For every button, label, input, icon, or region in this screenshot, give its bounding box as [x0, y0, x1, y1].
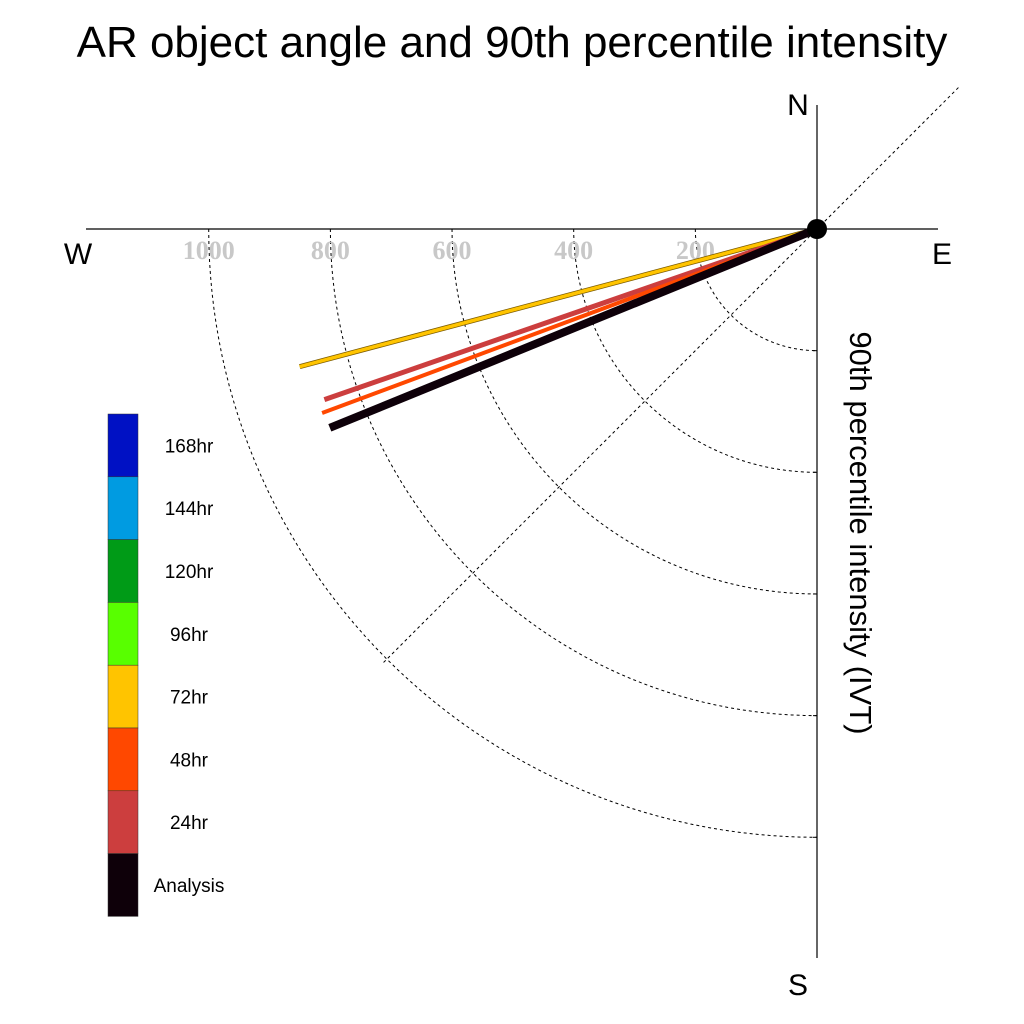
legend-label: 144hr	[165, 499, 214, 520]
legend-label: Analysis	[154, 876, 225, 897]
vector-analysis	[328, 225, 819, 432]
chart-title: AR object angle and 90th percentile inte…	[77, 18, 948, 67]
legend-label: 24hr	[170, 813, 209, 834]
compass-east: E	[932, 238, 952, 271]
legend-swatch	[107, 790, 139, 854]
y-axis-label: 90th percentile intensity (IVT)	[843, 331, 878, 734]
compass-south: S	[788, 969, 808, 1002]
radial-tick-label: 1000	[183, 236, 235, 265]
legend-swatch	[107, 664, 139, 729]
range-ring	[573, 228, 818, 473]
compass-west: W	[64, 238, 93, 271]
legend-swatch	[107, 602, 139, 666]
legend-swatch	[107, 476, 139, 540]
legend-swatch	[107, 413, 139, 478]
legend-label: 48hr	[170, 750, 209, 771]
legend: 168hr 144hr 120hr 96hr 72hr 48hr 24hr Analysis	[107, 413, 225, 917]
origin-marker	[807, 219, 827, 239]
diagonal-guide	[381, 87, 959, 665]
legend-swatch	[107, 727, 139, 792]
legend-label: 72hr	[170, 688, 209, 709]
radial-tick-label: 800	[311, 236, 350, 265]
radial-tick-label: 600	[433, 236, 472, 265]
legend-label: 120hr	[165, 562, 214, 583]
legend-swatch	[107, 539, 139, 603]
legend-swatch	[107, 853, 139, 917]
radial-tick-label: 400	[554, 236, 593, 265]
vectors	[299, 225, 819, 432]
legend-label: 168hr	[165, 436, 214, 457]
compass-north: N	[787, 89, 809, 122]
vector-72hr	[299, 227, 818, 369]
legend-label: 96hr	[170, 625, 209, 646]
